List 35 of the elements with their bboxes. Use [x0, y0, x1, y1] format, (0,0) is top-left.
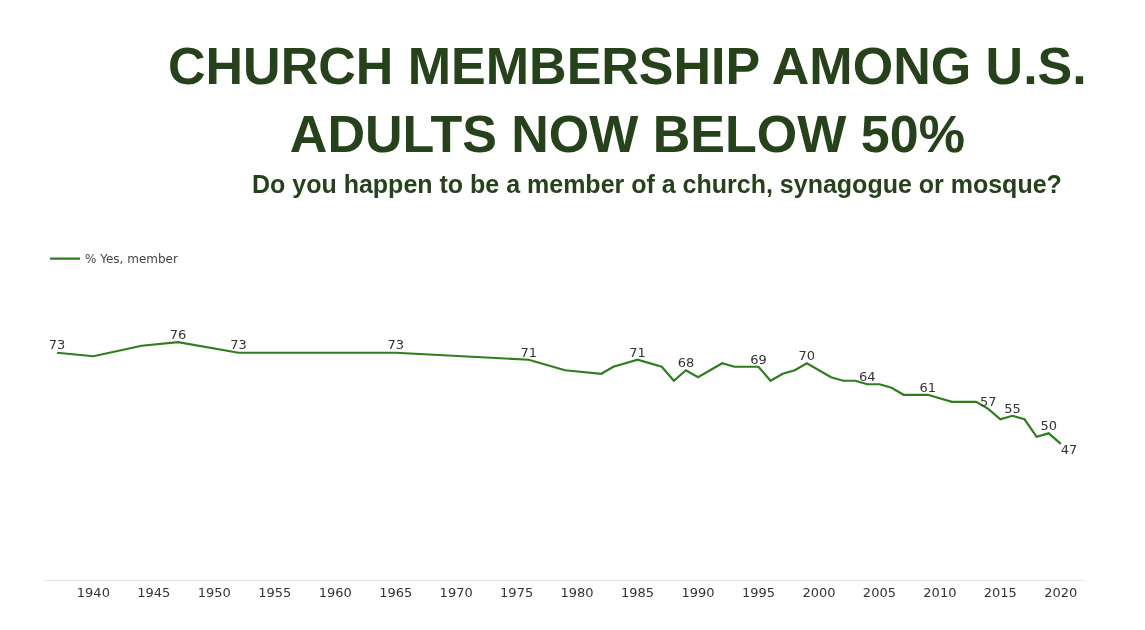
x-tick-label: 1960 [318, 584, 352, 600]
legend-label: % Yes, member [85, 252, 178, 267]
x-tick-label: 1955 [258, 584, 292, 600]
data-label: 68 [677, 355, 695, 371]
x-tick-label: 1965 [379, 584, 413, 600]
data-label: 55 [1004, 400, 1021, 416]
data-label: 57 [979, 393, 997, 409]
x-tick-label: 2015 [983, 584, 1017, 600]
data-label: 64 [859, 369, 876, 385]
data-label: 73 [48, 337, 66, 353]
data-label: 70 [798, 348, 816, 363]
data-label: 76 [169, 326, 187, 342]
x-tick-label: 1970 [439, 584, 473, 600]
x-tick-label: 1975 [500, 584, 534, 600]
data-label: 50 [1040, 418, 1057, 434]
data-label: 61 [919, 379, 937, 395]
chart-title: CHURCH MEMBERSHIP AMONG U.S. ADULTS NOW BELOW 50% [168, 37, 1087, 163]
data-label: 73 [230, 337, 247, 353]
x-tick-label: 1980 [560, 584, 594, 600]
x-tick-label: 2000 [802, 584, 836, 600]
x-tick-label: 1985 [621, 584, 655, 600]
data-label: 73 [387, 337, 404, 353]
x-tick-label: 2010 [923, 584, 957, 600]
data-label: 69 [750, 351, 767, 367]
x-tick-label: 1940 [76, 584, 110, 600]
x-tick-label: 1945 [137, 584, 171, 600]
x-tick-label: 1990 [681, 584, 715, 600]
data-label: 71 [629, 344, 646, 360]
x-tick-label: 1950 [197, 584, 231, 600]
chart-subtitle: Do you happen to be a member of a church, synagogue or mosque? [252, 170, 1062, 198]
data-label: 71 [520, 344, 537, 360]
data-label: 47 [1060, 441, 1078, 457]
x-tick-label: 2005 [862, 584, 896, 600]
x-tick-label: 1995 [741, 584, 776, 600]
x-tick-label: 2020 [1044, 584, 1078, 600]
